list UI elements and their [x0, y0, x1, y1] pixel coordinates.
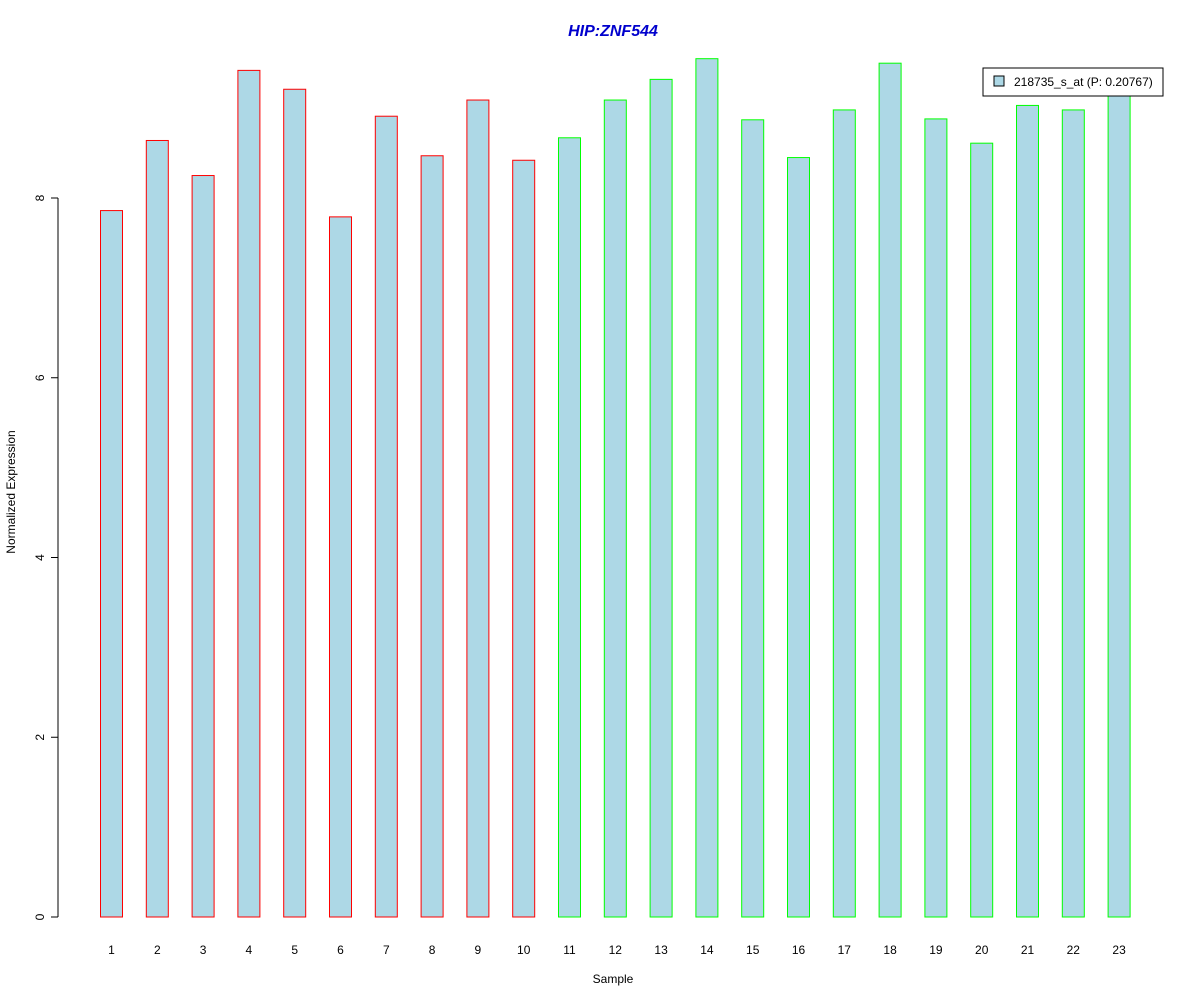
bar-sample-18 [878, 62, 902, 918]
x-tick-label: 19 [929, 943, 943, 957]
x-tick-label: 13 [654, 943, 668, 957]
bar-sample-6 [329, 216, 352, 918]
x-tick-label: 15 [746, 943, 760, 957]
x-tick-label: 22 [1067, 943, 1081, 957]
x-tick-label: 2 [154, 943, 161, 957]
bar-sample-19 [924, 118, 948, 918]
bar-sample-2 [145, 139, 169, 918]
legend-label: 218735_s_at (P: 0.20767) [1014, 75, 1153, 89]
x-tick-label: 11 [563, 943, 576, 957]
bar-sample-4 [237, 69, 261, 918]
x-tick-label: 1 [108, 943, 115, 957]
y-tick-label: 0 [33, 913, 47, 920]
bar-sample-1 [100, 210, 123, 918]
bar-sample-11 [558, 137, 581, 918]
x-axis-label: Sample [593, 972, 634, 986]
bar-sample-20 [970, 142, 994, 918]
y-tick-label: 4 [33, 554, 47, 561]
x-tick-label: 6 [337, 943, 344, 957]
bar-sample-10 [512, 159, 536, 918]
x-tick-label: 4 [246, 943, 253, 957]
bar-sample-8 [420, 155, 444, 918]
bar-sample-12 [603, 99, 627, 918]
bar-sample-22 [1061, 109, 1085, 918]
x-axis-tick-labels: 1 2 3 4 5 6 7 8 9 10 11 12 13 14 15 16 17 18 19 20 21 22 23 [108, 943, 1126, 957]
legend: 218735_s_at (P: 0.20767) [982, 67, 1164, 97]
legend-swatch [993, 75, 1005, 87]
bar-sample-14 [695, 58, 719, 918]
bar-sample-21 [1016, 104, 1039, 918]
x-tick-label: 8 [429, 943, 436, 957]
chart-title: HIP:ZNF544 [568, 23, 658, 40]
x-tick-label: 17 [838, 943, 852, 957]
y-axis-label: Normalized Expression [4, 430, 18, 553]
x-tick-label: 10 [517, 943, 531, 957]
bar-sample-13 [649, 78, 673, 918]
x-tick-label: 20 [975, 943, 989, 957]
y-tick-label: 2 [33, 734, 47, 741]
bar-sample-7 [374, 115, 398, 918]
x-tick-label: 18 [883, 943, 897, 957]
bar-sample-15 [741, 119, 765, 918]
bar-sample-5 [283, 88, 307, 918]
bar-sample-3 [191, 175, 215, 918]
x-tick-label: 5 [291, 943, 298, 957]
bars [100, 58, 1131, 918]
bar-sample-23 [1107, 87, 1131, 918]
bar-sample-9 [466, 99, 490, 918]
x-tick-label: 21 [1021, 943, 1035, 957]
bar-sample-16 [787, 157, 810, 918]
x-tick-label: 7 [383, 943, 390, 957]
bar-sample-17 [832, 109, 856, 918]
y-tick-label: 6 [33, 374, 47, 381]
legend-box [982, 67, 1164, 97]
x-tick-label: 23 [1112, 943, 1126, 957]
x-tick-label: 16 [792, 943, 806, 957]
x-tick-label: 12 [609, 943, 623, 957]
x-tick-label: 9 [475, 943, 482, 957]
y-tick-label: 8 [33, 194, 47, 201]
y-axis: 0 2 4 6 8 [33, 194, 59, 920]
x-tick-label: 3 [200, 943, 207, 957]
x-tick-label: 14 [700, 943, 714, 957]
